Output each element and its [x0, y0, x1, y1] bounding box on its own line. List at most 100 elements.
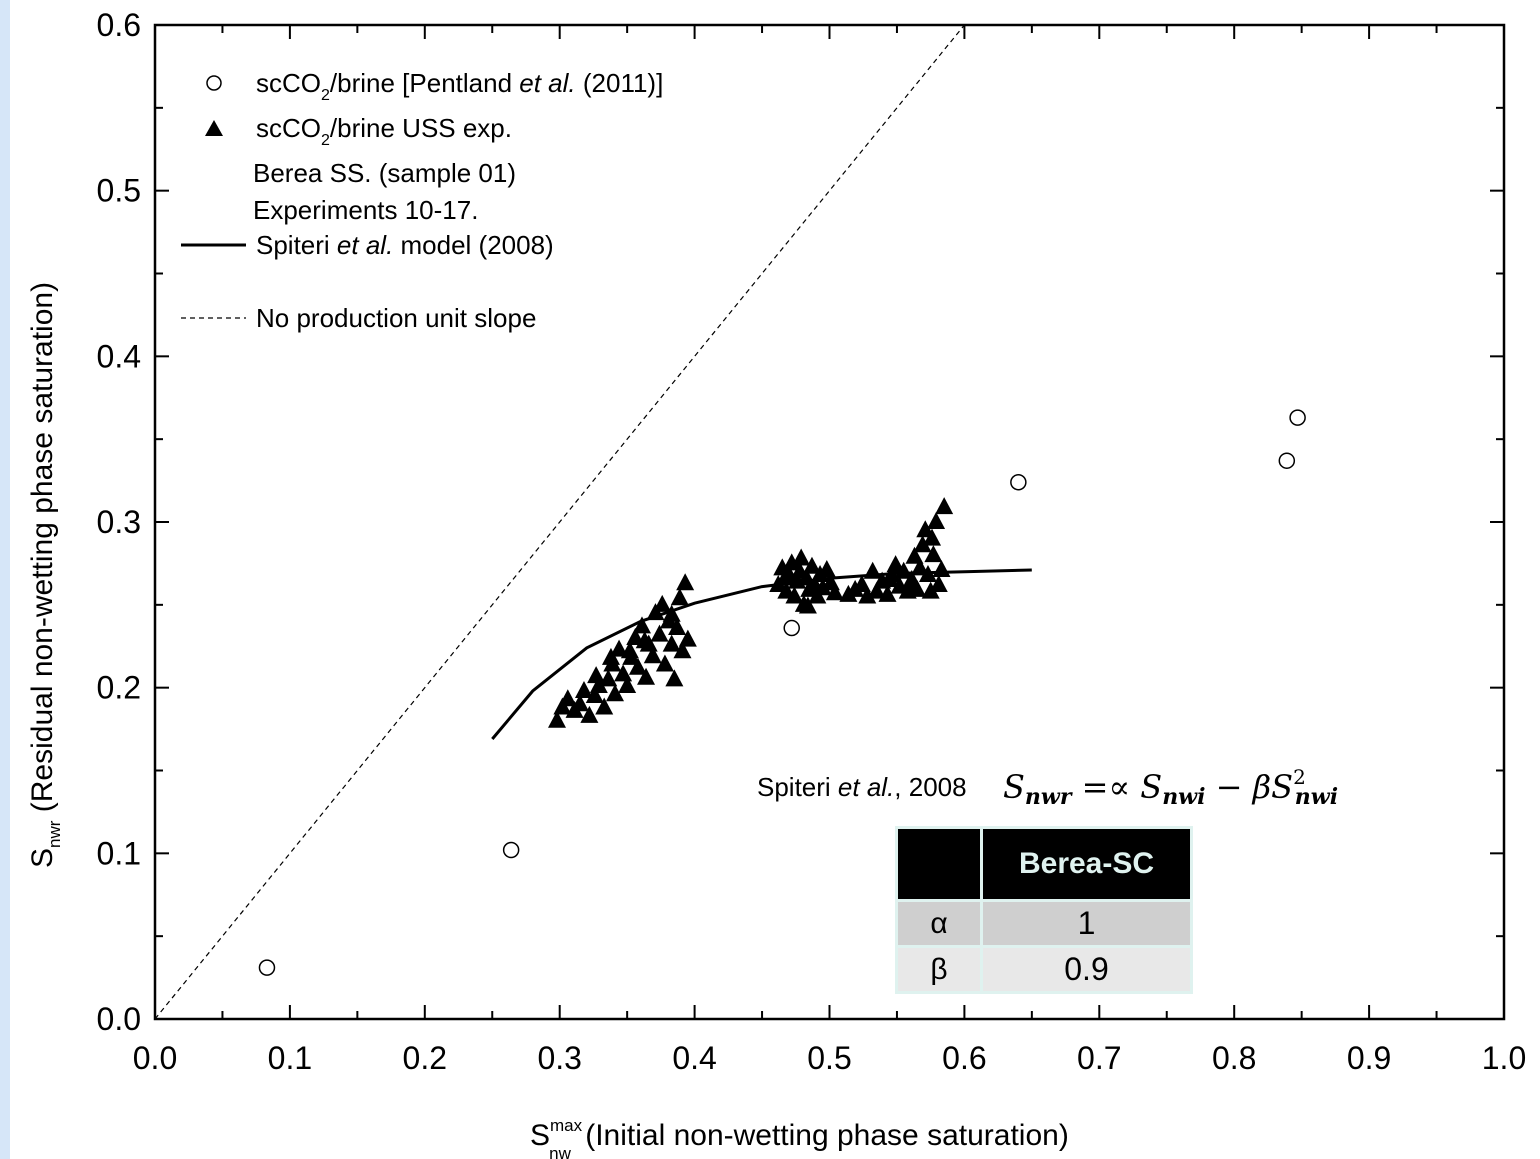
- formula-minus: −: [1205, 768, 1252, 806]
- uss-point: [901, 573, 920, 591]
- uss-point: [797, 568, 816, 586]
- param-header-sample: Berea-SC: [980, 826, 1193, 902]
- param-row-beta: β 0.9: [895, 945, 1193, 994]
- x-tick-label: 0.3: [537, 1040, 581, 1076]
- x-tick-label: 0.9: [1347, 1040, 1391, 1076]
- y-tick-label: 0.1: [97, 835, 141, 871]
- uss-point: [935, 497, 954, 515]
- legend-uss-sub: 2: [321, 132, 330, 149]
- annotation-prefix: Spiteri et al., 2008: [757, 772, 967, 802]
- y-axis-title: Snwr (Residual non-wetting phase saturat…: [26, 282, 64, 868]
- uss-point: [817, 560, 836, 578]
- uss-point: [924, 545, 943, 563]
- y-title-rest: (Residual non-wetting phase saturation): [26, 282, 59, 821]
- uss-point: [918, 565, 937, 583]
- uss-point: [863, 561, 882, 579]
- uss-point: [867, 581, 886, 599]
- uss-point: [574, 680, 593, 698]
- formula-lhs: S: [1003, 768, 1025, 806]
- formula-eq: =∝: [1071, 768, 1140, 806]
- x-title-rest: (Initial non-wetting phase saturation): [577, 1119, 1069, 1152]
- uss-point: [894, 561, 913, 579]
- param-header-blank: [895, 826, 983, 902]
- x-tick-label: 0.1: [268, 1040, 312, 1076]
- param-alpha-symbol: α: [895, 899, 983, 948]
- x-title-sub: nw: [549, 1144, 571, 1159]
- pentland-point: [1010, 473, 1027, 491]
- legend: scCO2/brine [Pentland et al. (2011)] scC…: [181, 68, 663, 333]
- pentland-points: [258, 409, 1306, 976]
- legend-triangle-marker: [205, 120, 223, 136]
- model-annotation: Spiteri et al., 2008 Snwr =∝ Snwi − βS2 n…: [757, 765, 1338, 810]
- pentland-point: [258, 959, 276, 976]
- uss-point: [921, 581, 940, 599]
- uss-point: [618, 676, 637, 694]
- x-tick-label: 0.7: [1077, 1040, 1121, 1076]
- legend-uss-post: /brine USS exp.: [330, 113, 512, 143]
- x-tick-label: 0.8: [1212, 1040, 1256, 1076]
- uss-point: [932, 560, 951, 578]
- formula-t2-sub: nwi: [1295, 784, 1338, 810]
- uss-point: [650, 624, 669, 642]
- uss-point: [802, 556, 821, 574]
- uss-point: [813, 578, 832, 596]
- unit-slope-segment: [154, 24, 965, 1020]
- legend-model-italic: et al.: [337, 230, 393, 260]
- uss-point: [858, 586, 877, 604]
- uss-point: [635, 631, 654, 649]
- param-beta-value: 0.9: [980, 945, 1193, 994]
- uss-point: [606, 684, 625, 702]
- param-beta-symbol: β: [895, 945, 983, 994]
- axis-ticks: 0.0 0.1 0.2 0.3 0.4 0.5 0.6 0.7 0.8 0.9 1.0 0.0 0.1 0…: [97, 7, 1527, 1076]
- uss-point: [878, 584, 897, 602]
- uss-point: [620, 641, 639, 659]
- annotation-prefix-italic: et al.: [838, 772, 894, 802]
- y-title-sub: nwr: [45, 820, 64, 848]
- legend-uss-note-2: Experiments 10-17.: [253, 195, 478, 225]
- legend-unit-slope: No production unit slope: [256, 303, 536, 333]
- param-table-header: Berea-SC: [895, 826, 1193, 902]
- uss-point: [580, 705, 599, 723]
- annotation-formula: Snwr =∝ Snwi − βS2 nwi: [1003, 765, 1338, 810]
- uss-point: [905, 546, 924, 564]
- legend-pentland-post: (2011)]: [576, 68, 664, 98]
- legend-uss-note-1: Berea SS. (sample 01): [253, 158, 516, 188]
- parameter-table: Berea-SC α 1 β 0.9: [895, 826, 1193, 994]
- uss-point: [655, 654, 674, 672]
- annotation-prefix-post: , 2008: [894, 772, 966, 802]
- uss-point: [595, 697, 614, 715]
- pentland-point: [502, 841, 520, 859]
- uss-point: [782, 553, 801, 571]
- uss-point: [662, 634, 681, 652]
- formula-t1-sub: nwi: [1162, 784, 1205, 810]
- x-tick-label: 0.0: [133, 1040, 177, 1076]
- uss-point: [785, 586, 804, 604]
- y-tick-label: 0.0: [97, 1001, 141, 1037]
- uss-points: [548, 497, 954, 728]
- legend-pentland-sub: 2: [321, 87, 330, 104]
- uss-point: [670, 588, 689, 606]
- y-tick-label: 0.3: [97, 504, 141, 540]
- uss-point: [668, 618, 687, 636]
- uss-point: [678, 629, 697, 647]
- uss-point: [662, 604, 681, 622]
- formula-t2-sup: 2: [1293, 765, 1306, 789]
- uss-point: [673, 641, 692, 659]
- pentland-point: [783, 619, 800, 637]
- uss-point: [676, 573, 695, 591]
- x-tick-label: 0.4: [672, 1040, 716, 1076]
- legend-model-pre: Spiteri: [256, 230, 337, 260]
- legend-uss-pre: scCO: [256, 113, 321, 143]
- unit-slope-line: [154, 24, 965, 1020]
- legend-model: Spiteri et al. model (2008): [256, 230, 554, 260]
- legend-uss: scCO2/brine USS exp.: [256, 113, 512, 149]
- x-tick-label: 0.6: [942, 1040, 986, 1076]
- uss-point: [643, 646, 662, 664]
- uss-point: [570, 694, 589, 712]
- formula-beta: βS: [1252, 768, 1293, 806]
- uss-point: [548, 710, 567, 728]
- uss-point: [601, 647, 620, 665]
- legend-pentland: scCO2/brine [Pentland et al. (2011)]: [256, 68, 663, 104]
- uss-point: [558, 689, 577, 707]
